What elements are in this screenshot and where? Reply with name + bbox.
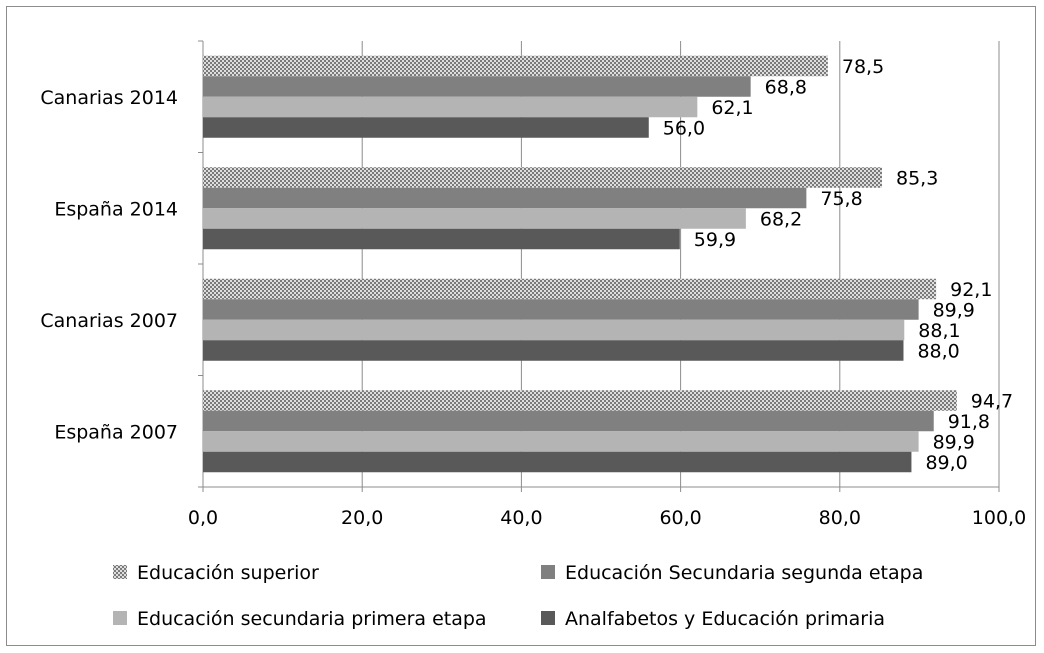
- bar: [203, 410, 934, 432]
- legend-label: Educación Secundaria segunda etapa: [565, 562, 923, 584]
- data-label: 94,7: [971, 391, 1013, 413]
- bar: [203, 96, 698, 118]
- category-label: Canarias 2014: [40, 87, 178, 109]
- bar: [203, 76, 751, 97]
- axes: 0,0 20,0 40,0 60,0 80,0 100,0 Canarias 2014 Esp…: [40, 40, 1026, 529]
- bars: [203, 55, 957, 473]
- legend-swatch: [541, 611, 555, 625]
- legend-swatch: [113, 611, 127, 625]
- x-tick-label: 20,0: [341, 507, 383, 529]
- data-label: 88,1: [918, 320, 960, 342]
- category-label: Canarias 2007: [40, 310, 178, 332]
- data-label: 62,1: [711, 97, 753, 119]
- data-label: 88,0: [917, 341, 959, 363]
- data-label: 78,5: [842, 56, 884, 78]
- data-label: 68,2: [760, 209, 802, 231]
- x-tick-label: 40,0: [500, 507, 542, 529]
- bar: [203, 299, 919, 320]
- x-tick-label: 0,0: [188, 507, 218, 529]
- bar: [203, 319, 905, 341]
- data-label: 59,9: [694, 229, 736, 251]
- x-tick-label: 80,0: [819, 507, 861, 529]
- data-label: 91,8: [948, 411, 990, 433]
- bar: [203, 451, 912, 473]
- bar: [203, 117, 649, 138]
- category-label: España 2007: [54, 421, 178, 443]
- data-label: 85,3: [896, 168, 938, 190]
- bar: [203, 55, 828, 77]
- category-label: España 2014: [54, 198, 178, 220]
- bar: [203, 208, 746, 229]
- legend: Educación superior Educación Secundaria s…: [113, 562, 923, 630]
- data-label: 92,1: [950, 279, 992, 301]
- data-labels: 78,568,862,156,085,375,868,259,992,189,9…: [663, 56, 1013, 474]
- data-label: 89,0: [925, 452, 967, 474]
- bar: [203, 228, 680, 250]
- data-label: 75,8: [820, 188, 862, 210]
- bar: [203, 187, 807, 209]
- legend-swatch: [113, 565, 127, 579]
- bar: [203, 390, 957, 411]
- legend-swatch: [541, 565, 555, 579]
- bar: [203, 278, 937, 300]
- x-tick-label: 60,0: [659, 507, 701, 529]
- bar: [203, 431, 919, 452]
- legend-label: Analfabetos y Educación primaria: [565, 608, 885, 630]
- bar: [203, 167, 882, 188]
- data-label: 68,8: [765, 77, 807, 99]
- legend-label: Educación secundaria primera etapa: [137, 608, 487, 630]
- data-label: 89,9: [933, 300, 975, 322]
- data-label: 56,0: [663, 118, 705, 140]
- bar: [203, 340, 904, 361]
- legend-label: Educación superior: [137, 562, 319, 584]
- data-label: 89,9: [933, 432, 975, 454]
- x-tick-label: 100,0: [972, 507, 1026, 529]
